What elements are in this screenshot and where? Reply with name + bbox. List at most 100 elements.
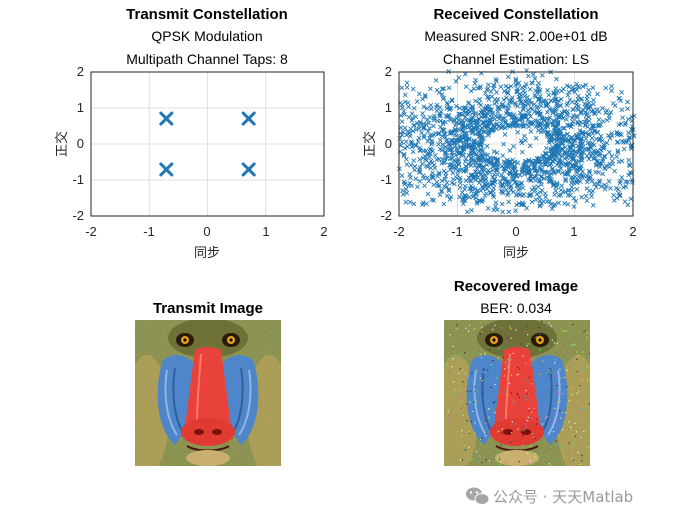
bit-error-pixel	[506, 341, 508, 343]
received-point	[607, 115, 612, 121]
bit-error-pixel	[490, 364, 492, 366]
received-point	[500, 190, 506, 196]
bit-error-pixel	[460, 408, 462, 410]
received-point	[538, 94, 543, 99]
received-point	[411, 158, 416, 163]
received-point	[549, 206, 555, 211]
bit-error-pixel	[458, 403, 460, 405]
bit-error-pixel	[487, 408, 489, 410]
received-point	[597, 164, 603, 169]
watermark-text: 公众号 · 天天Matlab	[493, 488, 633, 506]
bit-error-pixel	[562, 429, 564, 431]
bit-error-pixel	[554, 410, 557, 412]
received-point	[461, 168, 466, 173]
received-point	[557, 140, 563, 145]
received-point	[443, 135, 448, 140]
bit-error-pixel	[531, 411, 533, 413]
transmit-constellation-subtitle-2: Multipath Channel Taps: 8	[126, 51, 288, 67]
bit-error-pixel	[526, 419, 528, 421]
bit-error-pixel	[480, 443, 483, 445]
bit-error-pixel	[518, 373, 520, 375]
received-point	[556, 113, 561, 118]
received-point	[484, 124, 490, 129]
bit-error-pixel	[468, 330, 470, 332]
received-point	[429, 173, 435, 179]
bit-error-pixel	[510, 374, 512, 376]
received-point	[519, 100, 524, 106]
received-point	[419, 161, 425, 167]
received-point	[406, 183, 411, 188]
bit-error-pixel	[528, 409, 530, 412]
received-point	[533, 188, 538, 193]
constellation-point	[241, 162, 256, 177]
bit-error-pixel	[466, 376, 468, 378]
received-point	[560, 137, 566, 143]
received-point	[606, 149, 612, 155]
received-point	[477, 162, 482, 168]
received-point	[583, 82, 589, 88]
received-point	[600, 106, 605, 111]
bit-error-pixel	[468, 325, 471, 327]
received-point	[426, 178, 432, 184]
received-point	[536, 157, 542, 162]
received-point	[513, 173, 519, 179]
bit-error-pixel	[527, 416, 529, 418]
received-point	[606, 179, 612, 184]
received-point	[480, 169, 486, 175]
received-point	[486, 97, 492, 102]
bit-error-pixel	[467, 375, 470, 377]
bit-error-pixel	[507, 394, 509, 396]
bit-error-pixel	[559, 445, 561, 447]
received-ytick: 0	[385, 136, 392, 151]
bit-error-pixel	[459, 397, 461, 399]
bit-error-pixel	[583, 430, 585, 432]
received-point	[473, 98, 478, 104]
received-point	[449, 180, 455, 186]
received-point	[538, 99, 543, 105]
received-point	[477, 140, 482, 145]
bit-error-pixel	[454, 389, 456, 391]
received-point	[465, 123, 471, 128]
bit-error-pixel	[523, 423, 525, 425]
received-point	[527, 86, 533, 92]
received-point	[430, 148, 435, 153]
received-point	[580, 84, 586, 89]
bit-error-pixel	[509, 326, 511, 328]
received-point	[563, 145, 568, 150]
bit-error-pixel	[489, 408, 491, 410]
bit-error-pixel	[449, 370, 451, 372]
received-point	[441, 86, 446, 91]
received-point	[600, 119, 606, 124]
bit-error-pixel	[548, 463, 550, 465]
received-point	[598, 184, 604, 189]
received-point	[570, 121, 575, 127]
bit-error-pixel	[543, 415, 545, 418]
bit-error-pixel	[551, 451, 553, 453]
bit-error-pixel	[573, 404, 575, 406]
received-point	[447, 116, 453, 122]
received-point	[513, 208, 518, 213]
received-point	[566, 123, 572, 128]
bit-error-pixel	[499, 461, 501, 463]
received-point	[402, 99, 408, 105]
bit-error-pixel	[560, 417, 562, 419]
bit-error-pixel	[458, 372, 460, 374]
received-point	[399, 85, 405, 91]
received-point	[592, 156, 597, 161]
received-point	[501, 159, 507, 164]
received-point	[591, 97, 596, 103]
received-point	[466, 117, 472, 123]
received-point	[554, 181, 560, 186]
received-point	[489, 128, 495, 134]
bit-error-pixel	[548, 345, 550, 347]
bit-error-pixel	[551, 383, 553, 385]
received-point	[456, 75, 461, 80]
received-point	[626, 172, 631, 178]
received-point	[548, 176, 554, 182]
received-point	[443, 113, 449, 119]
bit-error-pixel	[456, 324, 458, 326]
received-point	[420, 200, 426, 205]
received-point	[457, 151, 462, 156]
bit-error-pixel	[452, 453, 454, 455]
received-point	[482, 129, 488, 134]
